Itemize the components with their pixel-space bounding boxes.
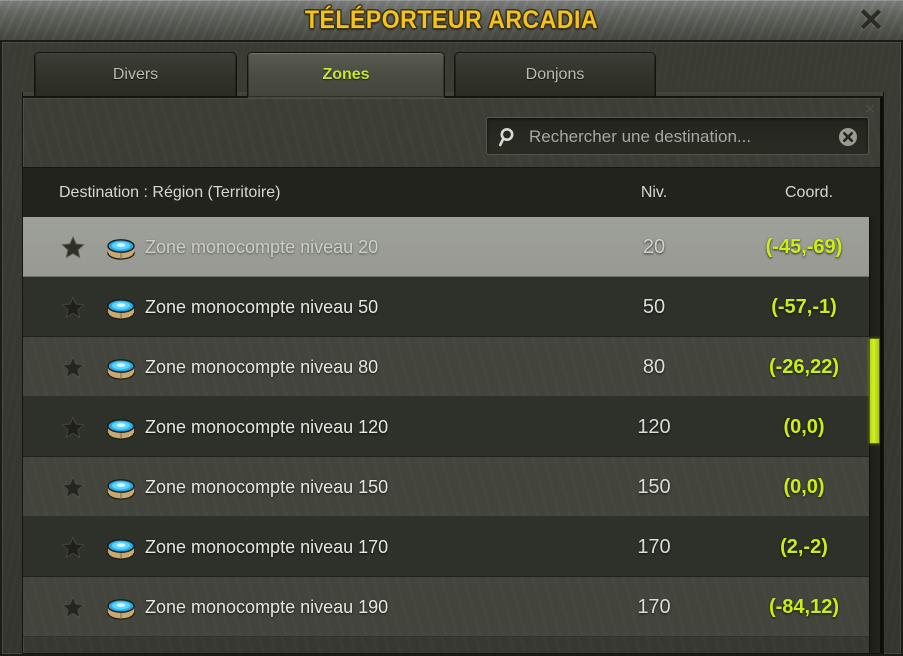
destination-level: 170 (637, 595, 671, 618)
destination-name: Zone monocompte niveau 120 (145, 416, 389, 437)
destination-coords: (-45,-69) (765, 235, 843, 258)
zaap-icon (105, 535, 137, 561)
table-row[interactable]: Zone monocompte niveau 150 150 (0,0) (23, 457, 883, 517)
destination-coords: (0,0) (783, 475, 825, 498)
clear-search-icon[interactable] (838, 127, 858, 147)
star-icon[interactable] (61, 595, 85, 619)
panel-close-icon[interactable]: ✕ (863, 100, 877, 118)
table-row[interactable]: Zone monocompte niveau 120 120 (0,0) (23, 397, 883, 457)
close-window-button[interactable]: ✕ (857, 2, 885, 38)
zaap-icon (105, 415, 137, 441)
zaap-icon (105, 475, 137, 501)
list-scrollbar-thumb[interactable] (869, 338, 880, 444)
tab-divers[interactable]: Divers (34, 52, 237, 98)
destination-coords: (-84,12) (768, 595, 840, 618)
destination-level: 20 (642, 235, 666, 258)
zones-panel: ✕ Rechercher une destination... Destinat… (22, 96, 884, 654)
search-icon (498, 127, 519, 147)
zaap-icon (105, 355, 137, 381)
destination-coords: (2,-2) (780, 535, 828, 558)
column-header-coords[interactable]: Coord. (784, 184, 834, 201)
table-row[interactable]: Zone monocompte niveau 20 20 (-45,-69) (23, 217, 883, 277)
destination-name: Zone monocompte niveau 170 (145, 536, 389, 557)
star-icon[interactable] (61, 415, 85, 439)
title-bar: TÉLÉPORTEUR ARCADIA ✕ (0, 0, 903, 42)
destination-name: Zone monocompte niveau 20 (145, 236, 379, 257)
search-input[interactable]: Rechercher une destination... (529, 127, 752, 146)
destination-level: 120 (637, 415, 671, 438)
zaap-icon (105, 595, 137, 621)
star-icon[interactable] (61, 535, 85, 559)
table-header: Destination : Région (Territoire) Niv. C… (23, 167, 883, 219)
star-icon[interactable] (61, 235, 85, 259)
star-icon[interactable] (61, 355, 85, 379)
destination-level: 170 (637, 535, 671, 558)
table-row[interactable]: Zone monocompte niveau 170 170 (2,-2) (23, 517, 883, 577)
tab-bar: Divers Zones Donjons (22, 52, 884, 98)
search-field[interactable]: Rechercher une destination... (486, 117, 869, 155)
destination-level: 50 (642, 295, 666, 318)
tab-zones[interactable]: Zones (247, 52, 445, 98)
table-row[interactable]: Zone monocompte niveau 190 170 (-84,12) (23, 577, 883, 637)
tab-donjons[interactable]: Donjons (454, 52, 656, 98)
star-icon[interactable] (61, 475, 85, 499)
list-scrollbar-track[interactable] (869, 217, 882, 653)
destination-coords: (-26,22) (768, 355, 840, 378)
destination-list[interactable]: Zone monocompte niveau 20 20 (-45,-69) (23, 217, 883, 653)
destination-name: Zone monocompte niveau 80 (145, 356, 379, 377)
destination-coords: (0,0) (783, 415, 825, 438)
zaap-icon (105, 235, 137, 261)
table-row[interactable]: Zone monocompte niveau 80 80 (-26,22) (23, 337, 883, 397)
destination-coords: (-57,-1) (771, 295, 837, 318)
destination-name: Zone monocompte niveau 150 (145, 476, 389, 497)
star-icon[interactable] (61, 295, 85, 319)
destination-level: 150 (637, 475, 671, 498)
column-header-destination[interactable]: Destination : Région (Territoire) (59, 184, 281, 201)
destination-name: Zone monocompte niveau 190 (145, 596, 389, 617)
destination-level: 80 (642, 355, 666, 378)
zaap-icon (105, 295, 137, 321)
column-header-level[interactable]: Niv. (640, 184, 668, 201)
panel-right-edge (880, 98, 883, 653)
table-row[interactable]: Zone monocompte niveau 50 50 (-57,-1) (23, 277, 883, 337)
destination-name: Zone monocompte niveau 50 (145, 296, 379, 317)
page-title: TÉLÉPORTEUR ARCADIA (304, 5, 599, 34)
